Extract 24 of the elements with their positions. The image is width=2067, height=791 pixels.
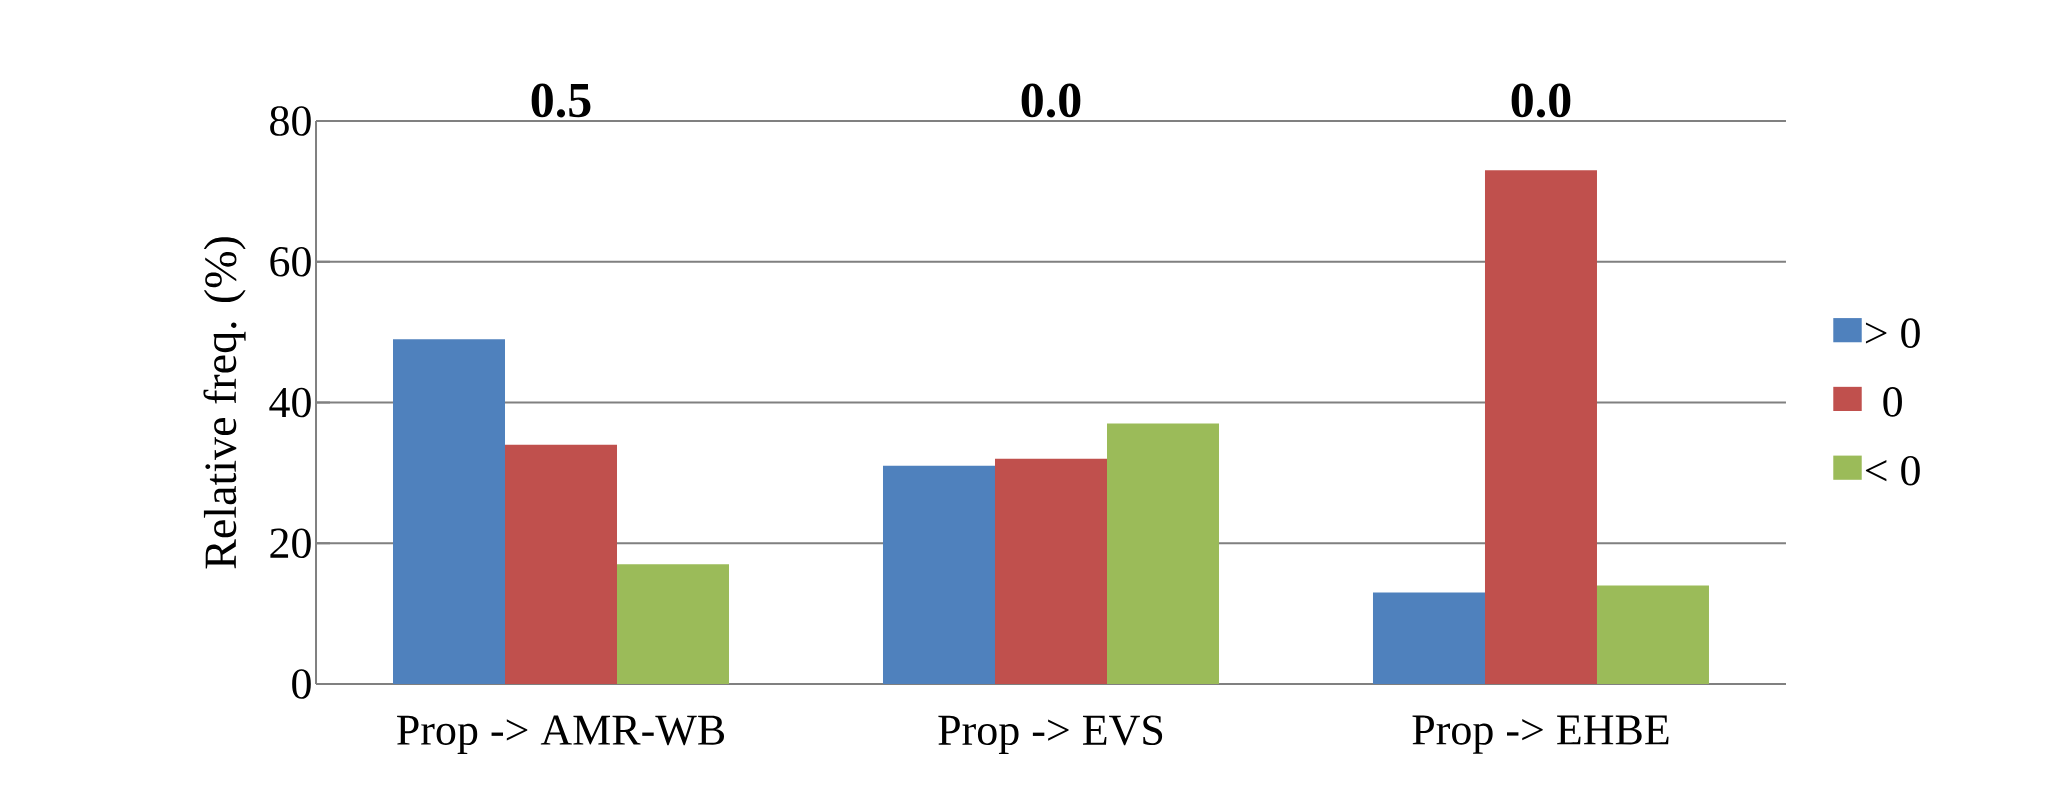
text: 0.0 (1511, 83, 1571, 118)
bar (1107, 423, 1219, 684)
text: 0.5 (531, 83, 591, 118)
x-tick-label: Prop -> EHBE (1412, 715, 1669, 754)
bar (1372, 592, 1485, 684)
y-tick-label: 20 (270, 528, 311, 559)
x-tick-label: Prop -> AMR-WB (397, 715, 725, 754)
y-tick-label: 60 (270, 246, 311, 277)
bar (1484, 170, 1597, 684)
bar (1596, 585, 1709, 684)
bar (393, 339, 506, 684)
x-tick-label: Prop -> EVS (938, 715, 1163, 755)
bar (505, 444, 617, 684)
bar (617, 564, 730, 684)
y-tick-label: 80 (270, 106, 311, 136)
bar (883, 465, 995, 684)
y-tick-label: 0 (292, 669, 311, 699)
text: 0.0 (1021, 83, 1081, 118)
legend-label: < 0 (1865, 455, 1920, 486)
y-tick-label: 40 (269, 387, 311, 418)
bar (995, 458, 1107, 684)
y-axis-title: Relative freq. (%) (203, 237, 246, 569)
legend-label: > 0 (1865, 318, 1920, 349)
legend-label: 0 (1883, 387, 1902, 417)
